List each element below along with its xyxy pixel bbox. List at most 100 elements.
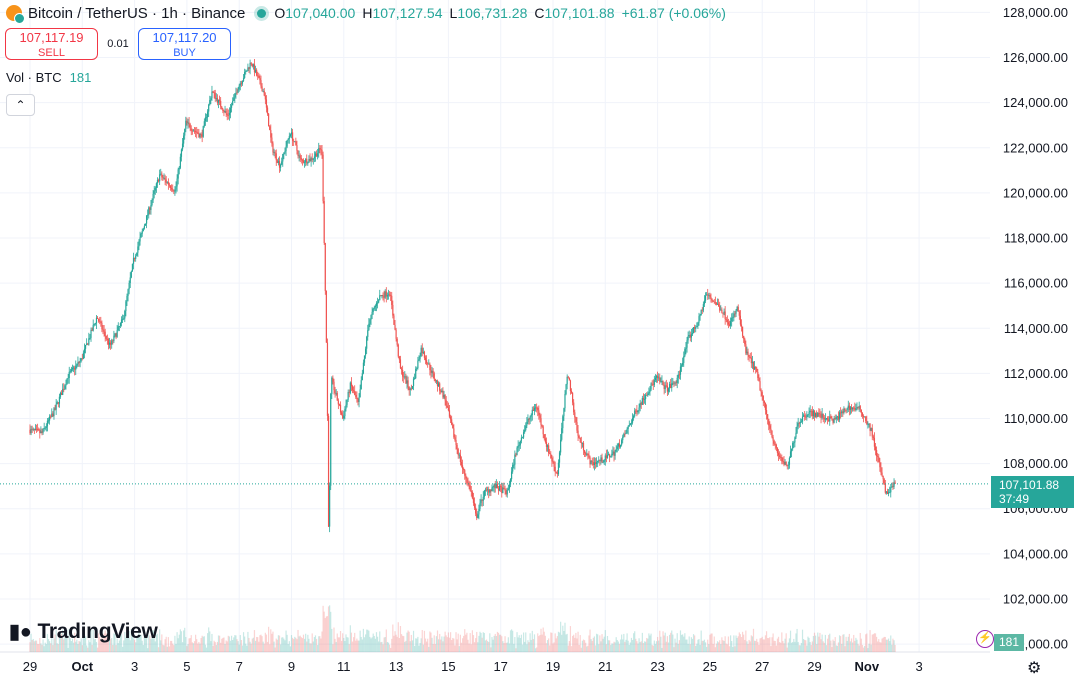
candle-body	[860, 409, 862, 413]
candle-body	[224, 110, 226, 112]
candle-body	[595, 462, 598, 464]
candle-body	[367, 330, 369, 337]
volume-bar	[530, 639, 532, 652]
candle-body	[86, 343, 88, 346]
volume-bar	[289, 646, 292, 652]
candle-body	[492, 486, 494, 488]
lightning-icon[interactable]: ⚡	[976, 630, 994, 648]
volume-bar	[141, 640, 143, 652]
candle-body	[666, 385, 669, 392]
volume-bar	[792, 641, 794, 652]
candle-body	[319, 148, 321, 150]
volume-bar	[410, 634, 412, 652]
buy-button[interactable]: 107,117.20 BUY	[138, 28, 231, 60]
volume-bar	[764, 635, 767, 652]
candle-body	[515, 454, 517, 456]
candle-body	[522, 432, 525, 438]
volume-bar	[395, 634, 397, 652]
volume-bar	[140, 634, 142, 652]
candle-body	[47, 420, 50, 422]
candle-body	[120, 319, 123, 324]
candle-body	[439, 383, 441, 391]
candle-body	[40, 431, 42, 434]
candle-body	[329, 485, 331, 527]
candle-body	[630, 422, 633, 424]
candle-body	[160, 173, 162, 175]
volume-bar	[388, 644, 391, 652]
candle-body	[859, 406, 861, 410]
volume-bar	[196, 639, 198, 652]
candle-body	[538, 410, 540, 416]
volume-bar	[64, 637, 66, 652]
volume-bar	[487, 641, 489, 652]
candle-body	[480, 499, 482, 503]
volume-bar	[126, 633, 128, 652]
candle-body	[431, 370, 433, 373]
volume-legend[interactable]: Vol · BTC 181	[6, 70, 91, 85]
candle-body	[512, 464, 514, 472]
volume-bar	[284, 640, 286, 652]
candle-body	[760, 390, 762, 393]
volume-bar	[251, 638, 253, 652]
candle-body	[56, 402, 58, 405]
volume-bar	[259, 635, 261, 652]
candle-body	[628, 425, 630, 427]
sell-button[interactable]: 107,117.19 SELL	[5, 28, 98, 60]
candle-body	[497, 488, 500, 491]
candle-body	[812, 410, 815, 417]
volume-bar	[527, 640, 529, 652]
volume-bar	[646, 637, 648, 652]
candle-body	[835, 417, 837, 420]
volume-bar	[317, 645, 319, 652]
candle-body	[169, 185, 172, 188]
candle-body	[487, 489, 489, 491]
tradingview-logo[interactable]: ▮● TradingView	[9, 619, 158, 644]
candle-body	[508, 484, 511, 489]
volume-bar	[441, 636, 443, 652]
volume-bar	[808, 637, 810, 652]
volume-bar	[615, 637, 617, 652]
candle-body	[387, 294, 390, 296]
volume-bar	[338, 637, 341, 652]
volume-bar	[673, 647, 675, 652]
volume-bar	[772, 633, 774, 652]
candle-body	[247, 67, 249, 72]
volume-bar	[396, 636, 398, 652]
candle-body	[744, 338, 746, 345]
candle-body	[567, 376, 569, 378]
candle-body	[874, 446, 877, 451]
candle-body	[631, 418, 634, 423]
volume-bar	[456, 639, 458, 652]
volume-bar	[525, 632, 527, 652]
candle-body	[505, 490, 507, 495]
candle-body	[553, 461, 555, 467]
volume-bar	[374, 638, 376, 652]
volume-bar	[774, 640, 776, 652]
collapse-legend-button[interactable]: ⌃	[6, 94, 35, 116]
volume-bar	[407, 630, 409, 652]
candle-body	[600, 457, 602, 462]
candle-body	[98, 318, 100, 322]
volume-bar	[532, 639, 534, 652]
candle-body	[701, 310, 703, 311]
volume-bar	[287, 644, 289, 652]
candle-body	[82, 352, 84, 359]
volume-bar	[857, 643, 859, 652]
candle-body	[507, 488, 509, 490]
volume-bar	[697, 639, 699, 652]
volume-bar	[174, 635, 176, 652]
volume-bar	[773, 640, 775, 652]
candle-body	[659, 377, 661, 382]
candle-body	[64, 385, 66, 389]
volume-bar	[44, 642, 46, 652]
gear-icon[interactable]: ⚙	[1027, 660, 1042, 677]
volume-bar	[363, 637, 366, 652]
volume-bar	[175, 643, 177, 652]
symbol-title[interactable]: Bitcoin / TetherUS · 1h · Binance	[28, 4, 246, 22]
volume-bar	[500, 634, 502, 652]
candle-body	[226, 113, 228, 116]
candle-body	[460, 462, 463, 466]
candle-body	[721, 309, 723, 313]
candle-body	[366, 336, 368, 349]
